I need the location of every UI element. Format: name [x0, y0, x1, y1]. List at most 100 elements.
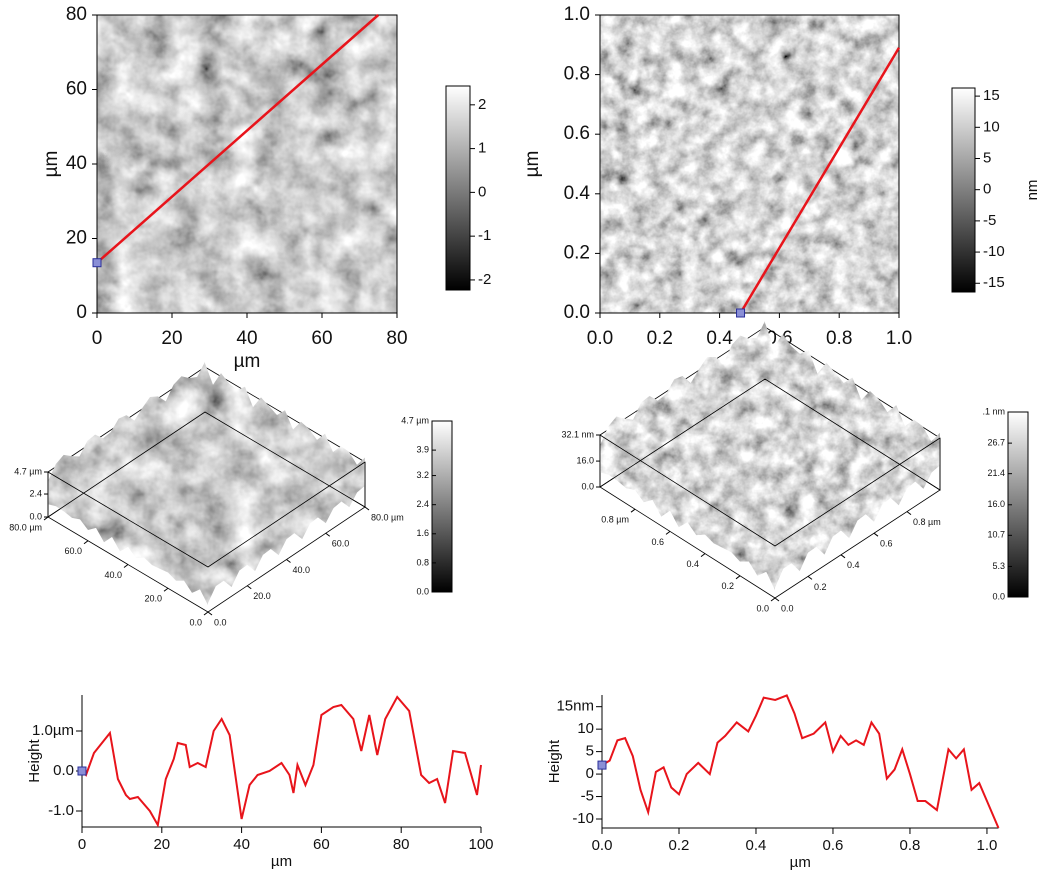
y-tick-label: 15nm	[556, 698, 594, 715]
x-tick-label: 0.0	[587, 328, 613, 349]
x-tick-label: 60.0	[64, 546, 82, 556]
x-tick-label: 0.2	[669, 837, 690, 854]
colorbar-tick-label: .1 nm	[982, 406, 1005, 416]
box-base	[599, 378, 941, 599]
colorbar-tick-label: 5.3	[992, 561, 1005, 571]
y-tick-label: -10	[572, 810, 594, 827]
surface	[600, 320, 940, 591]
y-tick	[207, 611, 213, 616]
y-tick	[873, 532, 879, 537]
y-axis-label: Height	[546, 739, 563, 783]
x-tick-label: 0.6	[651, 537, 664, 547]
frame	[599, 14, 900, 314]
colorbar-tick-label: 1.6	[416, 528, 429, 538]
x-tick-label: 0	[78, 836, 86, 853]
colorbar-label: nm	[1024, 180, 1041, 201]
x-tick-label: 0.2	[647, 328, 673, 349]
x-tick-label: 20.0	[144, 594, 162, 604]
x-tick	[83, 540, 89, 545]
colorbar-tick-label: 1	[478, 140, 486, 157]
y-tick-label: 0.6	[880, 539, 893, 549]
colorbar-tick-label: 2	[478, 96, 486, 113]
colorbar-tick-label: -1	[478, 227, 491, 244]
x-tick-label: 0.4	[706, 328, 733, 349]
x-tick-label: 40	[233, 836, 250, 853]
profile-line	[739, 47, 901, 314]
z-tick-label: 4.7 µm	[14, 466, 42, 476]
profile-start-marker	[736, 308, 746, 318]
x-tick-label: 0.8 µm	[601, 515, 629, 525]
y-tick-label: 10	[577, 720, 594, 737]
x-tick	[163, 587, 169, 592]
z-tick-label: 2.4	[29, 488, 42, 498]
colorbar-tick-label: 3.9	[416, 444, 429, 454]
y-tick-label: 20.0	[253, 591, 271, 601]
colorbar-tick-label: -2	[478, 271, 491, 288]
colorbar-tick-label: 4.7 µm	[401, 415, 429, 425]
x-tick-label: 20	[153, 836, 170, 853]
x-tick-label: 80.0 µm	[9, 522, 42, 532]
colorbar-tick-label: 5	[983, 149, 991, 166]
colorbar	[445, 85, 471, 291]
y-tick-label: 0	[76, 302, 87, 323]
x-tick-label: 0.2	[721, 581, 734, 591]
box-edge	[47, 461, 366, 568]
colorbar-tick-label: 0	[983, 181, 991, 198]
y-tick	[840, 554, 846, 559]
x-tick-label: 40	[236, 328, 257, 349]
colorbar-tick-label: 0.0	[416, 586, 429, 596]
y-tick-label: 0.4	[847, 560, 860, 570]
colorbar-tick-label: -10	[983, 243, 1005, 260]
y-tick	[325, 532, 331, 537]
y-tick	[774, 597, 780, 602]
y-tick-label: 20	[66, 228, 87, 249]
x-axis-label: µm	[790, 854, 811, 871]
x-tick	[770, 597, 776, 602]
x-axis-label: µm	[271, 853, 292, 870]
y-tick-label: -5	[581, 788, 594, 805]
colorbar	[431, 420, 453, 593]
y-tick-label: 5	[586, 743, 594, 760]
afm-image	[97, 15, 397, 313]
y-tick	[364, 506, 370, 511]
y-tick-label: 1.0µm	[32, 722, 74, 739]
colorbar-tick-label: 16.0	[987, 499, 1005, 509]
box-base	[47, 411, 366, 613]
colorbar-tick-label: 3.2	[416, 470, 429, 480]
x-tick	[630, 508, 636, 513]
colorbar-tick-label: 0	[478, 183, 486, 200]
y-tick-label: 0.0	[214, 617, 227, 627]
y-tick-label: 0.2	[564, 242, 590, 263]
y-tick-label: 0.0	[53, 762, 74, 779]
x-tick-label: 0.4	[686, 559, 699, 569]
colorbar-tick-label: -15	[983, 274, 1005, 291]
colorbar-tick-label: 10.7	[987, 530, 1005, 540]
x-tick-label: 0.8	[900, 837, 921, 854]
x-tick	[665, 531, 671, 535]
x-tick-label: 80	[393, 836, 410, 853]
y-tick-label: 80.0 µm	[371, 512, 404, 522]
y-tick-label: 0.8 µm	[913, 517, 941, 527]
x-tick-label: 80	[386, 328, 407, 349]
y-tick-label: 0.2	[814, 582, 827, 592]
x-tick	[700, 553, 706, 557]
z-tick-label: 0.0	[29, 511, 42, 521]
y-tick-label: 0	[586, 765, 594, 782]
y-tick	[906, 511, 912, 515]
x-tick-label: 0.8	[826, 328, 852, 349]
y-tick	[246, 585, 252, 590]
y-tick-label: 1.0	[564, 4, 590, 25]
height-profile	[602, 694, 1000, 828]
x-tick-label: 20	[161, 328, 182, 349]
colorbar	[951, 87, 976, 293]
x-tick-label: 40.0	[104, 570, 122, 580]
x-tick	[735, 575, 741, 580]
x-axis-label: µm	[234, 351, 261, 372]
y-tick	[807, 576, 813, 580]
y-axis-label: µm	[41, 151, 62, 178]
y-tick-label: 0.6	[564, 123, 590, 144]
y-tick-label: 40.0	[293, 565, 311, 575]
y-tick-label: 0.0	[564, 302, 590, 323]
profile-start-marker	[597, 760, 607, 770]
x-tick	[123, 564, 129, 568]
